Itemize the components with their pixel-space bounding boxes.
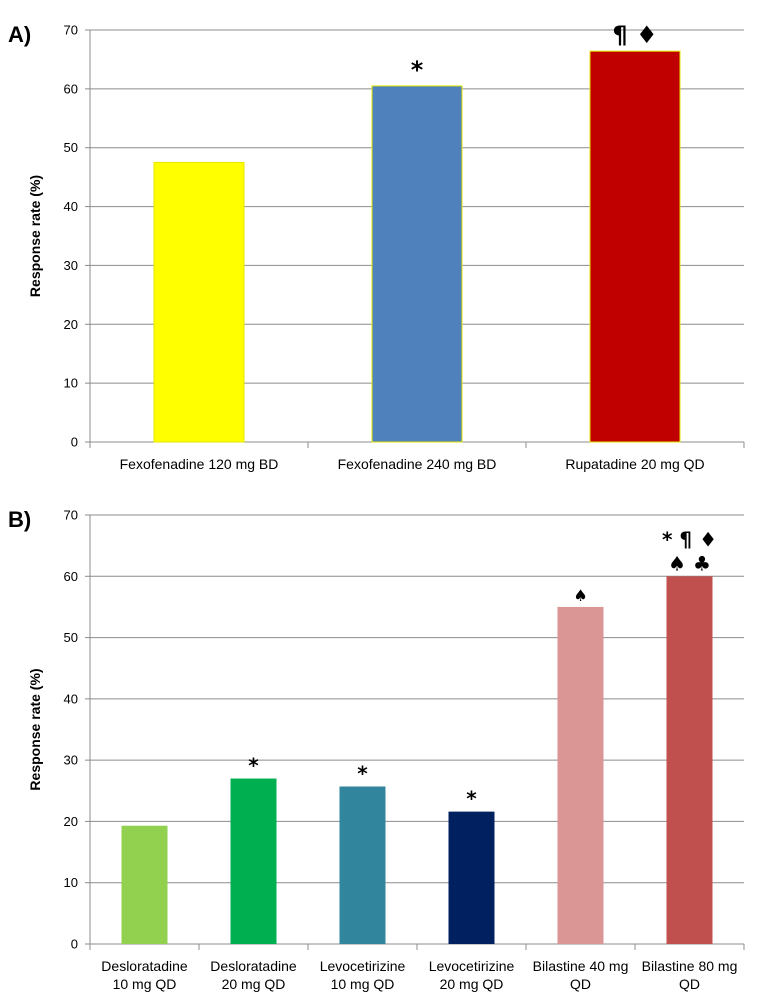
- significance-marker: ♠ ♣: [668, 551, 711, 575]
- panel-label: B): [8, 507, 31, 532]
- y-axis-label: Response rate (%): [27, 668, 43, 790]
- x-tick-label: Fexofenadine 120 mg BD: [120, 456, 279, 472]
- x-tick-label: Fexofenadine 240 mg BD: [338, 456, 497, 472]
- y-tick-label: 0: [71, 435, 78, 450]
- y-tick-label: 60: [64, 569, 78, 584]
- x-tick-label: Levocetirizine 20 mg QD: [429, 958, 515, 992]
- bar: [557, 606, 604, 944]
- x-tick-label: Desloratadine 20 mg QD: [210, 958, 297, 992]
- y-tick-label: 50: [64, 140, 78, 155]
- x-tick-label: Bilastine 80 mg QD: [642, 958, 738, 992]
- x-tick-label: Rupatadine 20 mg QD: [565, 456, 704, 472]
- y-tick-label: 50: [64, 630, 78, 645]
- panel-label: A): [8, 22, 31, 47]
- significance-marker: * ¶ ♦: [662, 527, 717, 551]
- bar: [153, 161, 245, 443]
- y-tick-label: 20: [64, 814, 78, 829]
- significance-marker: *: [466, 787, 477, 811]
- y-tick-label: 20: [64, 317, 78, 332]
- bar: [339, 786, 386, 944]
- y-tick-label: 0: [71, 937, 78, 952]
- bar: [121, 825, 168, 944]
- x-tick-label: Bilastine 40 mg QD: [533, 958, 629, 992]
- y-tick-label: 70: [64, 23, 78, 38]
- bar: [589, 50, 681, 443]
- bar: [230, 778, 277, 944]
- significance-marker: *: [248, 754, 259, 778]
- chart-panel-1: A) 0 10 20 30 40 50 60 70 Response rate (%) Fexofe…: [8, 21, 745, 472]
- significance-marker: ¶ ♦: [612, 21, 657, 49]
- y-tick-label: 60: [64, 81, 78, 96]
- significance-marker: ♠: [573, 586, 587, 605]
- y-tick-label: 40: [64, 199, 78, 214]
- bar: [448, 811, 495, 944]
- x-tick-label: Levocetirizine 10 mg QD: [320, 958, 406, 992]
- y-tick-label: 30: [64, 753, 78, 768]
- y-axis-label: Response rate (%): [27, 175, 43, 297]
- y-tick-label: 10: [64, 875, 78, 890]
- bar: [666, 576, 713, 944]
- significance-marker: *: [411, 56, 424, 84]
- significance-marker: *: [357, 761, 368, 785]
- chart-panel-2: B) 0 10 20 30 40 50 60 70 Response rate (%) Deslor…: [8, 507, 745, 992]
- x-tick-label: Desloratadine 10 mg QD: [101, 958, 188, 992]
- y-tick-label: 30: [64, 258, 78, 273]
- y-tick-label: 70: [64, 508, 78, 523]
- y-tick-label: 10: [64, 376, 78, 391]
- y-tick-label: 40: [64, 691, 78, 706]
- bar: [371, 85, 463, 443]
